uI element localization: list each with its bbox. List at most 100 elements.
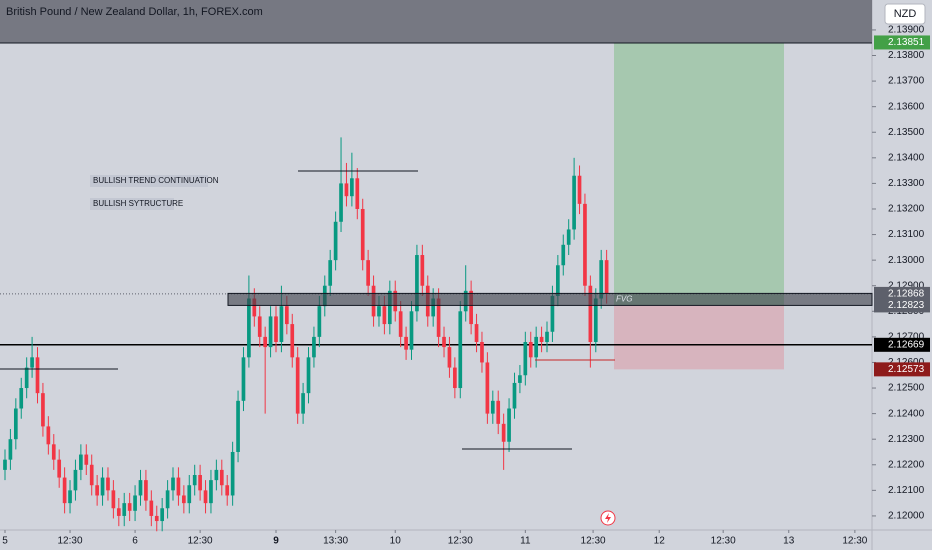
candle-body [41,393,45,427]
candle-body [561,244,566,266]
candle-body [512,382,517,409]
candle-body [257,316,262,337]
candle-body [458,311,463,389]
candle-body [57,459,62,478]
candle-body [490,400,495,414]
price-badge-label: 2.12868 [888,289,925,300]
y-tick-label: 2.12500 [888,383,925,394]
candle-body [95,485,99,496]
candle-body [593,298,598,342]
fvg-zone [227,292,873,306]
candle-body [268,316,273,348]
candle-body [192,475,197,486]
candle-body [3,459,7,470]
y-tick-label: 2.13100 [888,229,925,240]
candle-body [360,208,365,261]
candle-body [539,336,544,342]
price-badge-label: 2.13851 [888,37,925,48]
candle-body [588,285,593,342]
candle-body [149,500,154,516]
x-tick-label: 5 [2,536,8,547]
candle-body [230,451,235,496]
candle-body [122,503,127,516]
flash-glyph [605,513,611,523]
candle-body [24,367,29,389]
candle-body [8,439,13,460]
candle-body [350,178,354,197]
candle-body [225,485,230,496]
candle-body [73,469,78,491]
candle-body [165,490,170,509]
candle-body [583,203,587,286]
annotation-box [90,198,174,210]
y-tick-label: 2.12100 [888,485,925,496]
candle-body [474,324,479,342]
candle-body [79,454,83,470]
currency-button[interactable] [884,3,926,25]
x-tick-label: 13:30 [323,536,348,547]
candle-body [480,341,484,363]
candle-body [604,260,609,294]
y-tick-label: 2.12700 [888,332,925,343]
candle-body [106,477,110,491]
candle-body [274,316,278,342]
candle-body [62,477,67,504]
x-tick-label: 10 [390,536,402,547]
price-badge [874,337,930,352]
candle-body [507,408,511,442]
candle-body [138,480,143,496]
chart-title: British Pound / New Zealand Dollar, 1h, … [6,6,263,18]
candle-body [252,298,257,317]
candle-body [133,495,137,511]
candle-body [409,311,414,350]
currency-label[interactable]: NZD [894,8,917,20]
price-badge-label: 2.12573 [888,364,925,375]
x-tick-label: 6 [132,536,138,547]
candle-body [301,393,305,414]
candle-body [518,375,522,383]
fvg-label: FVG [616,295,632,304]
x-tick-label: 13 [783,536,795,547]
candle-body [154,515,159,522]
x-tick-label: 12:30 [188,536,213,547]
y-tick-label: 2.13000 [888,255,925,266]
y-tick-label: 2.13700 [888,76,925,87]
candle-body [599,260,604,299]
candle-body [68,490,72,504]
candle-body [366,260,370,286]
annotation: BULLISH SYTRUCTURE [93,199,183,208]
candle-body [344,183,349,197]
stop-zone [614,305,784,370]
candle-body [501,423,506,442]
candle-body [556,265,560,296]
candle-body [187,485,192,504]
y-tick-label: 2.12300 [888,434,925,445]
candle-body [312,336,316,358]
y-tick-label: 2.13400 [888,152,925,163]
candle-body [13,408,18,440]
candle-body [279,306,284,342]
candle-body [144,480,148,501]
candle-body [328,260,333,286]
candle-body [534,336,539,358]
price-badge [874,35,930,50]
candle-body [355,178,360,209]
candle-body [214,469,219,481]
x-tick-label: 12:30 [581,536,606,547]
candle-body [236,400,240,452]
candle-body [203,490,208,504]
candle-body [19,388,24,409]
annotation-box [90,175,208,187]
candle-body [176,477,181,496]
candle-body [545,331,549,342]
candle-body [46,426,51,445]
y-tick-label: 2.12900 [888,280,925,291]
x-tick-label: 12 [654,536,666,547]
candle-body [550,295,555,332]
candle-body [89,464,94,486]
price-badge [874,362,930,377]
x-tick-label: 12:30 [58,536,83,547]
candle-body [420,255,425,286]
y-tick-label: 2.12200 [888,459,925,470]
